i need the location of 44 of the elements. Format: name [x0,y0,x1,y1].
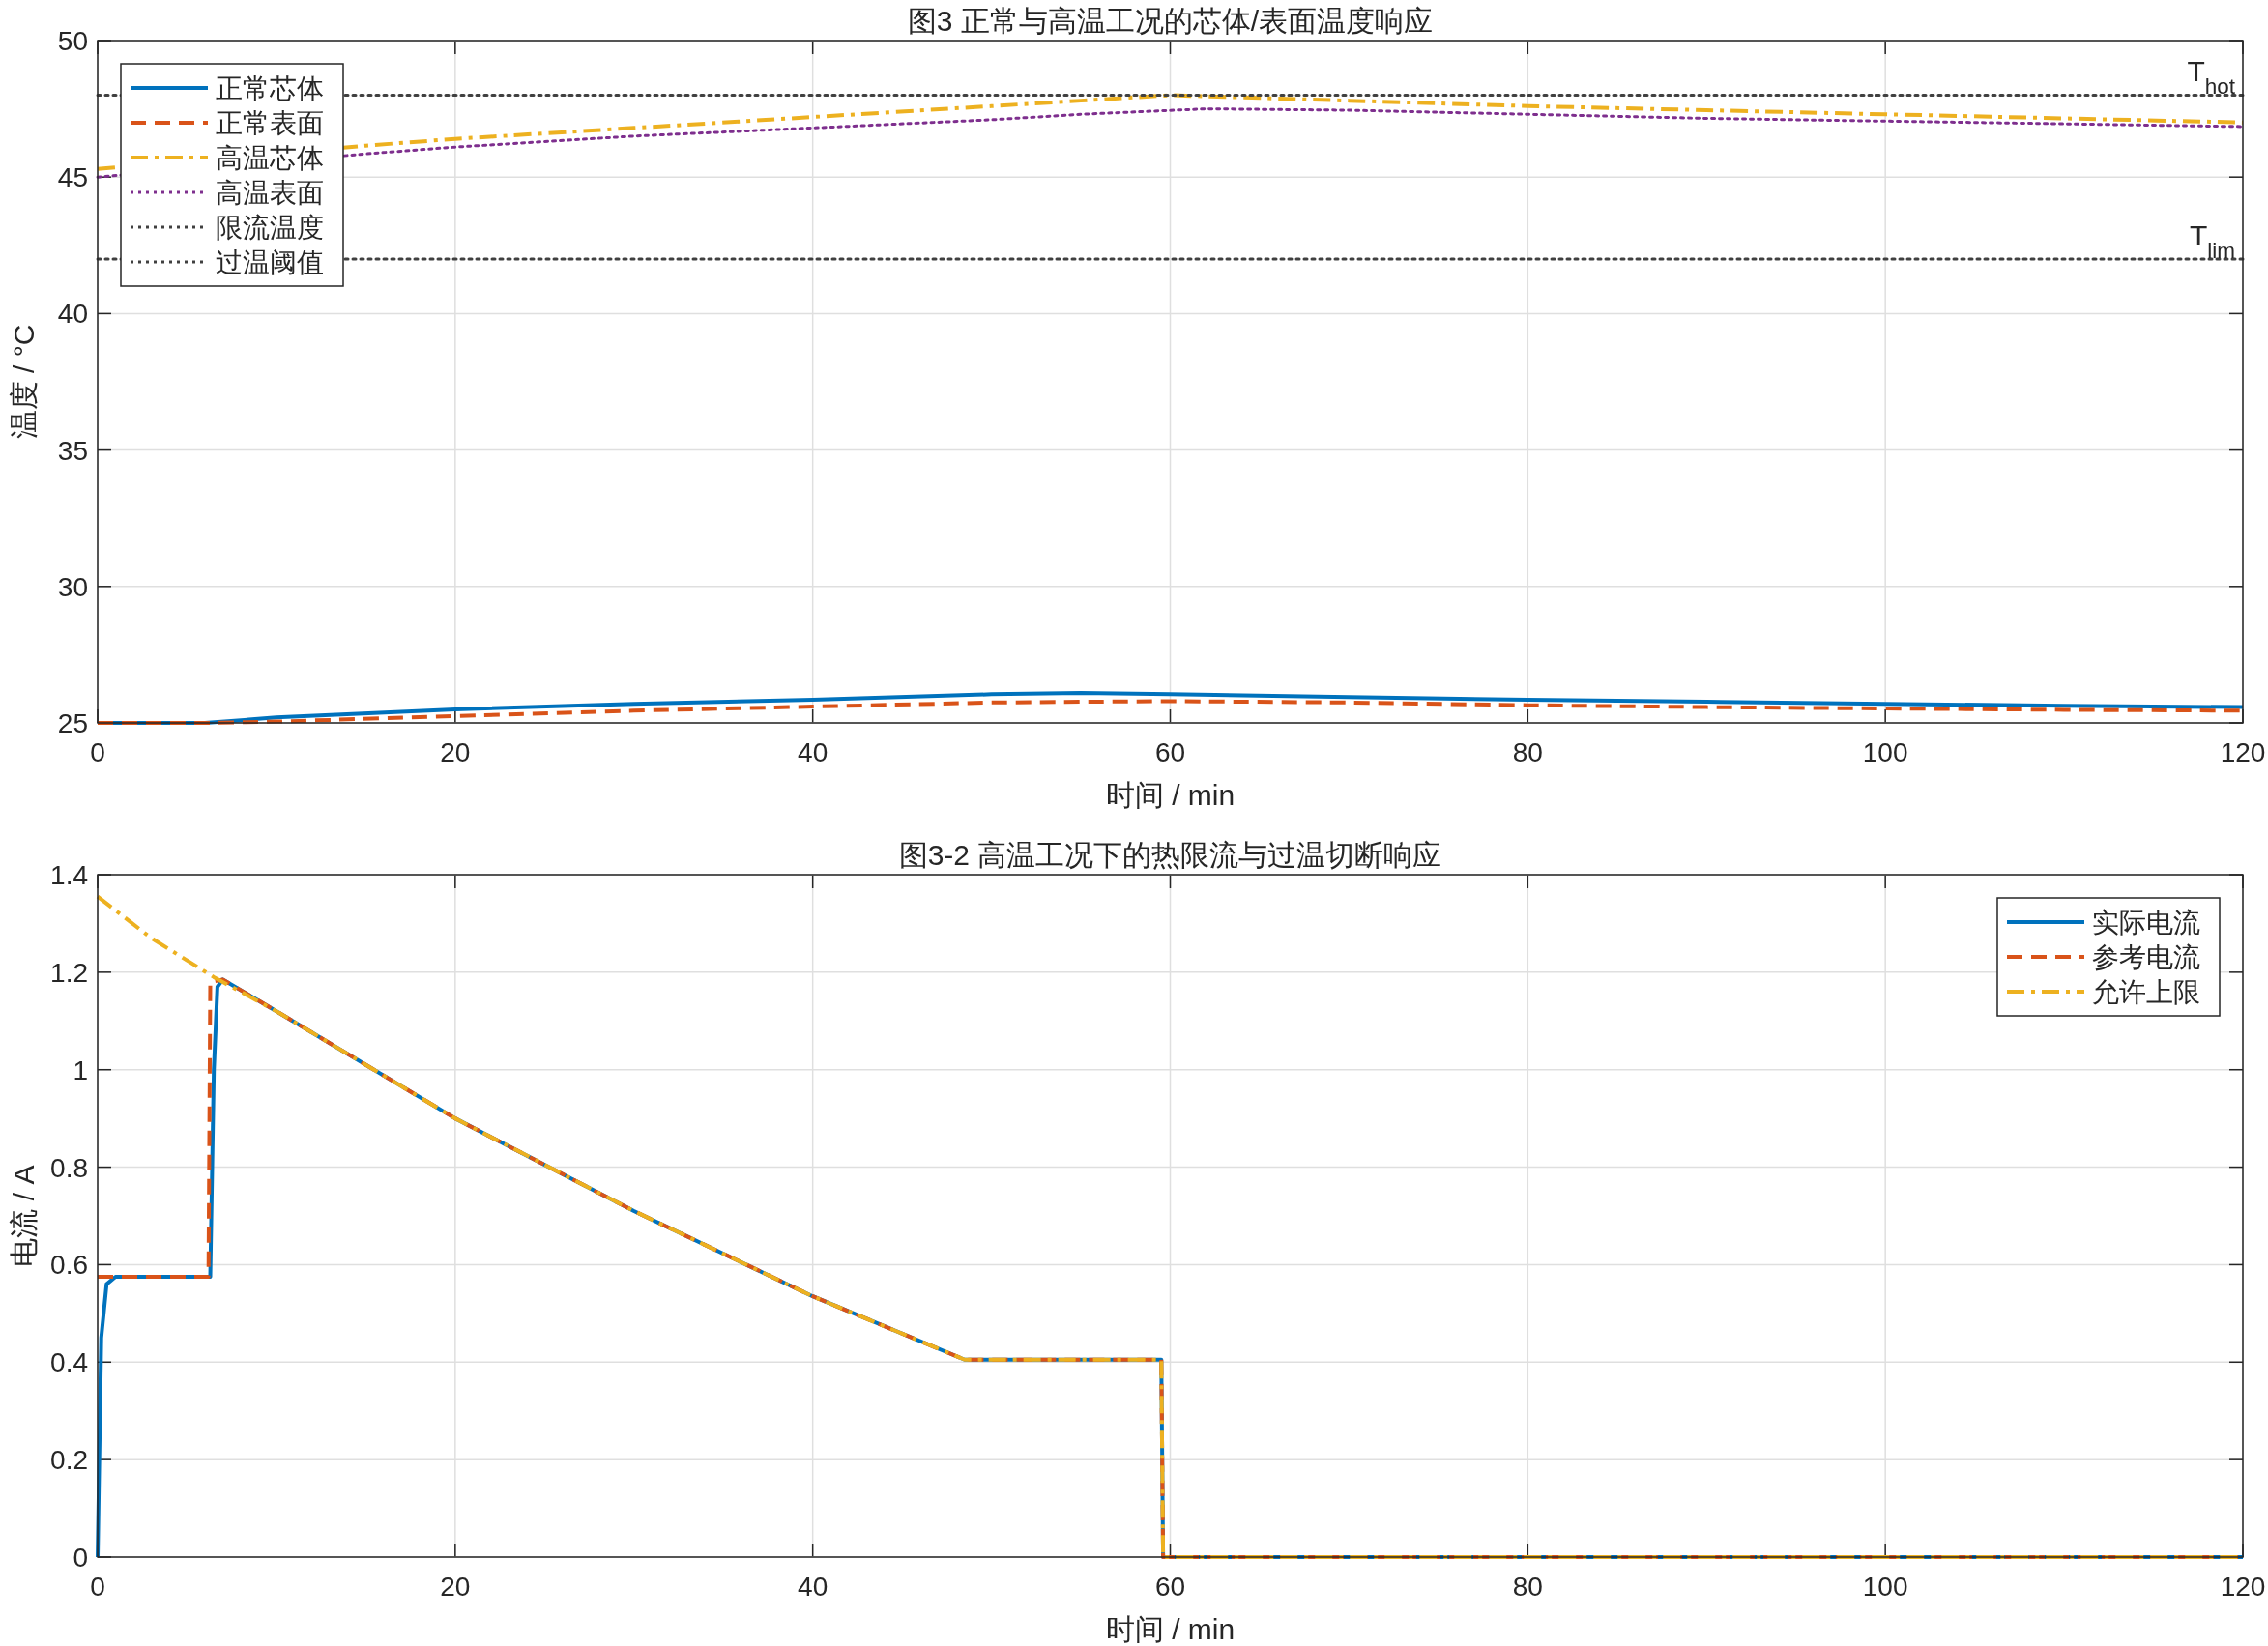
legend-label: 参考电流 [2092,942,2200,972]
y-tick-label: 1.4 [50,860,88,890]
x-tick-label: 120 [2220,1572,2266,1602]
y-tick-label: 0.8 [50,1152,88,1183]
x-tick-label: 80 [1512,737,1543,767]
legend-label: 允许上限 [2092,977,2200,1007]
y-tick-label: 30 [57,571,88,602]
x-tick-label: 60 [1154,737,1186,767]
legend-label: 正常芯体 [216,73,324,103]
x-tick-label: 40 [798,737,829,767]
line-series [96,107,2245,179]
annotation: T$_{lim}$ [2189,218,2235,263]
x-tick-label: 20 [440,737,471,767]
y-tick-label: 1.2 [50,957,88,988]
annotation: T$_{hot}$ [2187,55,2236,99]
chart-title: 图3-2 高温工况下的热限流与过温切断响应 [898,839,1442,871]
y-axis-title: 温度 / °C [8,324,40,440]
x-tick-label: 40 [798,1572,829,1602]
y-tick-label: 40 [57,299,88,330]
x-axis-title: 时间 / min [1105,779,1236,811]
y-axis-title: 电流 / A [8,1165,40,1267]
y-tick-label: 45 [57,162,88,193]
y-tick-label: 0.6 [50,1250,88,1281]
y-tick-label: 0.4 [50,1347,88,1378]
x-tick-label: 100 [1862,737,1908,767]
x-tick-label: 80 [1512,1572,1543,1602]
y-tick-label: 0 [73,1543,88,1573]
chart-title: 图3 正常与高温工况的芯体/表面温度响应 [907,5,1434,37]
legend-label: 高温表面 [216,178,324,208]
legend-label: 过温阈值 [216,247,324,277]
x-tick-label: 20 [440,1572,471,1602]
y-tick-label: 1 [73,1054,88,1085]
legend-label: 实际电流 [2092,908,2200,938]
legend-label: 限流温度 [216,213,324,243]
legend-label: 正常表面 [216,108,324,138]
y-tick-label: 50 [57,26,88,56]
legend-label: 高温芯体 [216,143,324,173]
x-axis-title: 时间 / min [1105,1613,1236,1645]
y-tick-label: 0.2 [50,1445,88,1476]
x-tick-label: 100 [1862,1572,1908,1602]
x-tick-label: 60 [1154,1572,1186,1602]
y-tick-label: 35 [57,435,88,466]
y-tick-label: 25 [57,708,88,738]
x-tick-label: 120 [2220,737,2266,767]
